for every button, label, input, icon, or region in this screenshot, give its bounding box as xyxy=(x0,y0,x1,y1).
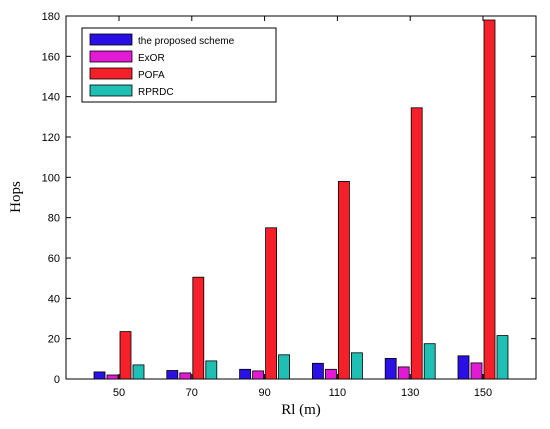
y-tick-label: 120 xyxy=(42,132,60,144)
legend-label: POFA xyxy=(138,70,165,81)
y-tick-label: 40 xyxy=(48,293,60,305)
x-tick-label: 110 xyxy=(329,387,347,399)
bar xyxy=(119,331,132,380)
legend-swatch xyxy=(89,50,133,63)
legend-swatch xyxy=(89,67,133,80)
legend: the proposed scheme ExOR POFA RPRDC xyxy=(81,27,277,103)
ticks-group: 0 20 40 60 80 100 120 140 160 180 50 70 90 110 130 150 xyxy=(42,11,536,399)
bar xyxy=(496,335,509,380)
y-tick-label: 20 xyxy=(48,334,60,346)
bar xyxy=(384,357,397,380)
x-tick-label: 150 xyxy=(474,387,492,399)
bar xyxy=(410,107,423,380)
bar xyxy=(205,360,218,380)
bar xyxy=(324,368,337,380)
legend-label: RPRDC xyxy=(138,87,174,98)
bar xyxy=(265,227,278,380)
bar xyxy=(483,19,496,380)
bars-group xyxy=(93,19,509,380)
bar xyxy=(457,355,470,380)
bar xyxy=(239,368,252,380)
y-tick-label: 80 xyxy=(48,213,60,225)
x-axis-label: Rl (m) xyxy=(281,402,321,418)
x-tick-label: 130 xyxy=(401,387,419,399)
y-tick-label: 60 xyxy=(48,253,60,265)
legend-label: the proposed scheme xyxy=(138,36,235,47)
bar xyxy=(350,352,363,380)
x-tick-label: 90 xyxy=(258,387,270,399)
y-tick-label: 100 xyxy=(42,172,60,184)
y-tick-label: 140 xyxy=(42,92,60,104)
bar xyxy=(423,343,436,380)
legend-label: ExOR xyxy=(138,53,165,64)
legend-swatch xyxy=(89,33,133,46)
legend-swatch xyxy=(89,84,133,97)
x-tick-label: 50 xyxy=(113,387,125,399)
y-axis-label: Hops xyxy=(8,181,24,213)
bar xyxy=(106,374,119,380)
bar xyxy=(337,180,350,380)
bar xyxy=(397,366,410,380)
bar xyxy=(166,370,179,380)
bar xyxy=(252,370,265,380)
bar xyxy=(192,276,205,380)
x-tick-label: 70 xyxy=(186,387,198,399)
bar xyxy=(179,372,192,380)
y-tick-label: 180 xyxy=(42,11,60,23)
bar xyxy=(470,362,483,380)
y-tick-label: 160 xyxy=(42,51,60,63)
bar xyxy=(278,354,291,380)
y-tick-label: 0 xyxy=(54,374,60,386)
bar xyxy=(311,362,324,380)
bar xyxy=(93,371,106,380)
bar xyxy=(132,364,145,380)
